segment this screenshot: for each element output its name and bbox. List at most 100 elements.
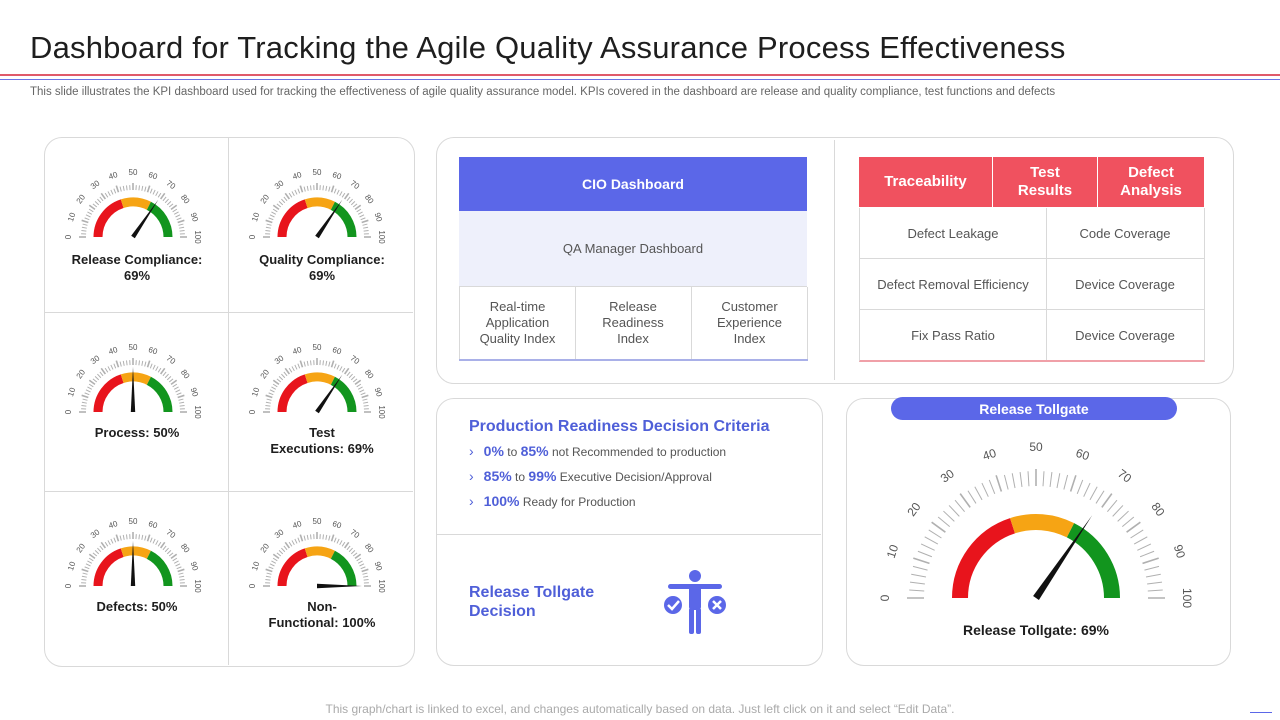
gauge-tick-label: 10	[250, 560, 261, 572]
gauge-tick	[981, 482, 989, 497]
gauge-tick	[1083, 482, 1091, 497]
criteria-item-2: › 85% to 99% Executive Decision/Approval	[469, 468, 712, 484]
gauge-tick-label: 20	[75, 541, 88, 554]
gauge-tick	[1101, 493, 1113, 508]
gauge-tick	[1112, 505, 1124, 517]
gauge-tick	[330, 360, 335, 368]
gauge-tick	[97, 373, 102, 379]
trace-cell-device-coverage-2: Device Coverage	[1046, 310, 1205, 362]
gauge-tick	[283, 196, 288, 202]
gauge-tick	[350, 201, 356, 206]
gauge-tick-label: 10	[66, 560, 77, 572]
gauge-tick	[348, 547, 353, 553]
gauge-tick	[297, 363, 301, 369]
gauge-tick	[357, 211, 363, 215]
gauge-tick	[363, 578, 369, 581]
footer-note: This graph/chart is linked to excel, and…	[325, 702, 955, 716]
gauge-tick	[336, 538, 340, 544]
gauge-label-process: Process: 50%	[94, 425, 180, 440]
gauge-tick	[954, 499, 965, 513]
gauge-tick	[157, 541, 162, 547]
gauge-tick	[166, 376, 172, 381]
gauge-tick	[149, 188, 153, 194]
gauge-tick	[1063, 474, 1069, 490]
release-tollgate-decision-label: Release Tollgate Decision	[469, 584, 595, 620]
gauge-tick	[152, 189, 156, 195]
gauge-tick-label: 10	[884, 543, 902, 560]
gauge-tick	[356, 208, 362, 213]
gauge-tick	[359, 389, 365, 393]
gauge-tick	[81, 568, 89, 573]
page-subtitle: This slide illustrates the KPI dashboard…	[30, 86, 1056, 98]
gauge-tick	[284, 541, 291, 549]
gauge-tick	[1130, 529, 1144, 539]
gauge-tick	[920, 543, 935, 551]
gauge-tick	[176, 392, 182, 396]
gauge-tick	[179, 401, 185, 404]
gauge-tick-label: 30	[89, 353, 102, 366]
gauge-tick	[100, 541, 107, 549]
gauge-tick	[354, 379, 362, 386]
gauge-tick	[162, 196, 167, 202]
gauge-tick	[113, 537, 117, 543]
gauge-tick	[943, 510, 955, 522]
gauge-tick	[330, 534, 335, 542]
gauge-tick	[157, 192, 162, 198]
traceability-header: Traceability	[859, 157, 992, 207]
gauge-tick	[155, 191, 159, 197]
gauge-tick	[354, 553, 362, 560]
production-readiness-panel	[436, 398, 823, 666]
gauge-tick-label: 60	[1074, 446, 1091, 464]
gauge-tick-label: 70	[165, 528, 178, 541]
gauge-tick	[141, 534, 144, 540]
gauge-tick	[138, 534, 141, 540]
gauge-band-red	[277, 374, 308, 413]
gauge-tick	[297, 188, 301, 194]
gauge-tick	[928, 529, 942, 539]
gauge-tick-label: 30	[89, 527, 102, 540]
gauge-tick	[346, 545, 351, 551]
gauge-tick	[82, 223, 88, 226]
gauge-tick	[360, 392, 366, 396]
gauge-tick-label: 20	[259, 192, 272, 205]
gauge-tick	[177, 394, 185, 399]
gauge-tick	[265, 578, 271, 581]
gauge-tick	[959, 493, 971, 508]
gauge-tick	[265, 568, 273, 573]
gauge-needle	[131, 199, 159, 239]
gauge-tick	[306, 360, 309, 366]
gauge-tick	[1147, 589, 1163, 592]
gauge-tick-label: 40	[107, 345, 119, 356]
gauge-tick-label: 50	[129, 168, 138, 177]
gauge-tick	[88, 383, 94, 388]
gauge-label-quality-compliance: Quality Compliance: 69%	[259, 252, 385, 283]
gauge-tick	[909, 589, 925, 592]
gauge-tick	[1147, 581, 1163, 585]
gauge-tick	[104, 541, 109, 547]
gauge-tick	[281, 547, 286, 553]
gauge-tick	[162, 371, 167, 377]
gauge-tick	[166, 550, 172, 555]
gauge-tick	[278, 201, 284, 206]
gauge-needle	[315, 199, 343, 239]
gauge-tick	[104, 367, 109, 373]
gauge-tick	[284, 367, 291, 375]
gauge-tick-label: 40	[291, 170, 303, 181]
gauge-tick	[1107, 499, 1118, 513]
gauge-needle	[1033, 515, 1093, 600]
trace-cell-defect-leakage: Defect Leakage	[859, 208, 1047, 259]
gauge-tick-label: 0	[248, 583, 257, 588]
gauge-tick-label: 90	[189, 560, 200, 572]
gauge-needle	[317, 583, 362, 589]
index-cell-customer: Customer Experience Index	[692, 287, 808, 359]
gauge-tick	[343, 367, 350, 375]
gauge-tick	[333, 537, 337, 543]
gauge-tick-label: 80	[363, 368, 376, 381]
gauge-tick	[299, 534, 304, 542]
gauge-tick	[271, 386, 277, 390]
gauge-tick	[360, 566, 366, 570]
gauge-tick	[306, 534, 309, 540]
gauge-tick	[88, 553, 96, 560]
